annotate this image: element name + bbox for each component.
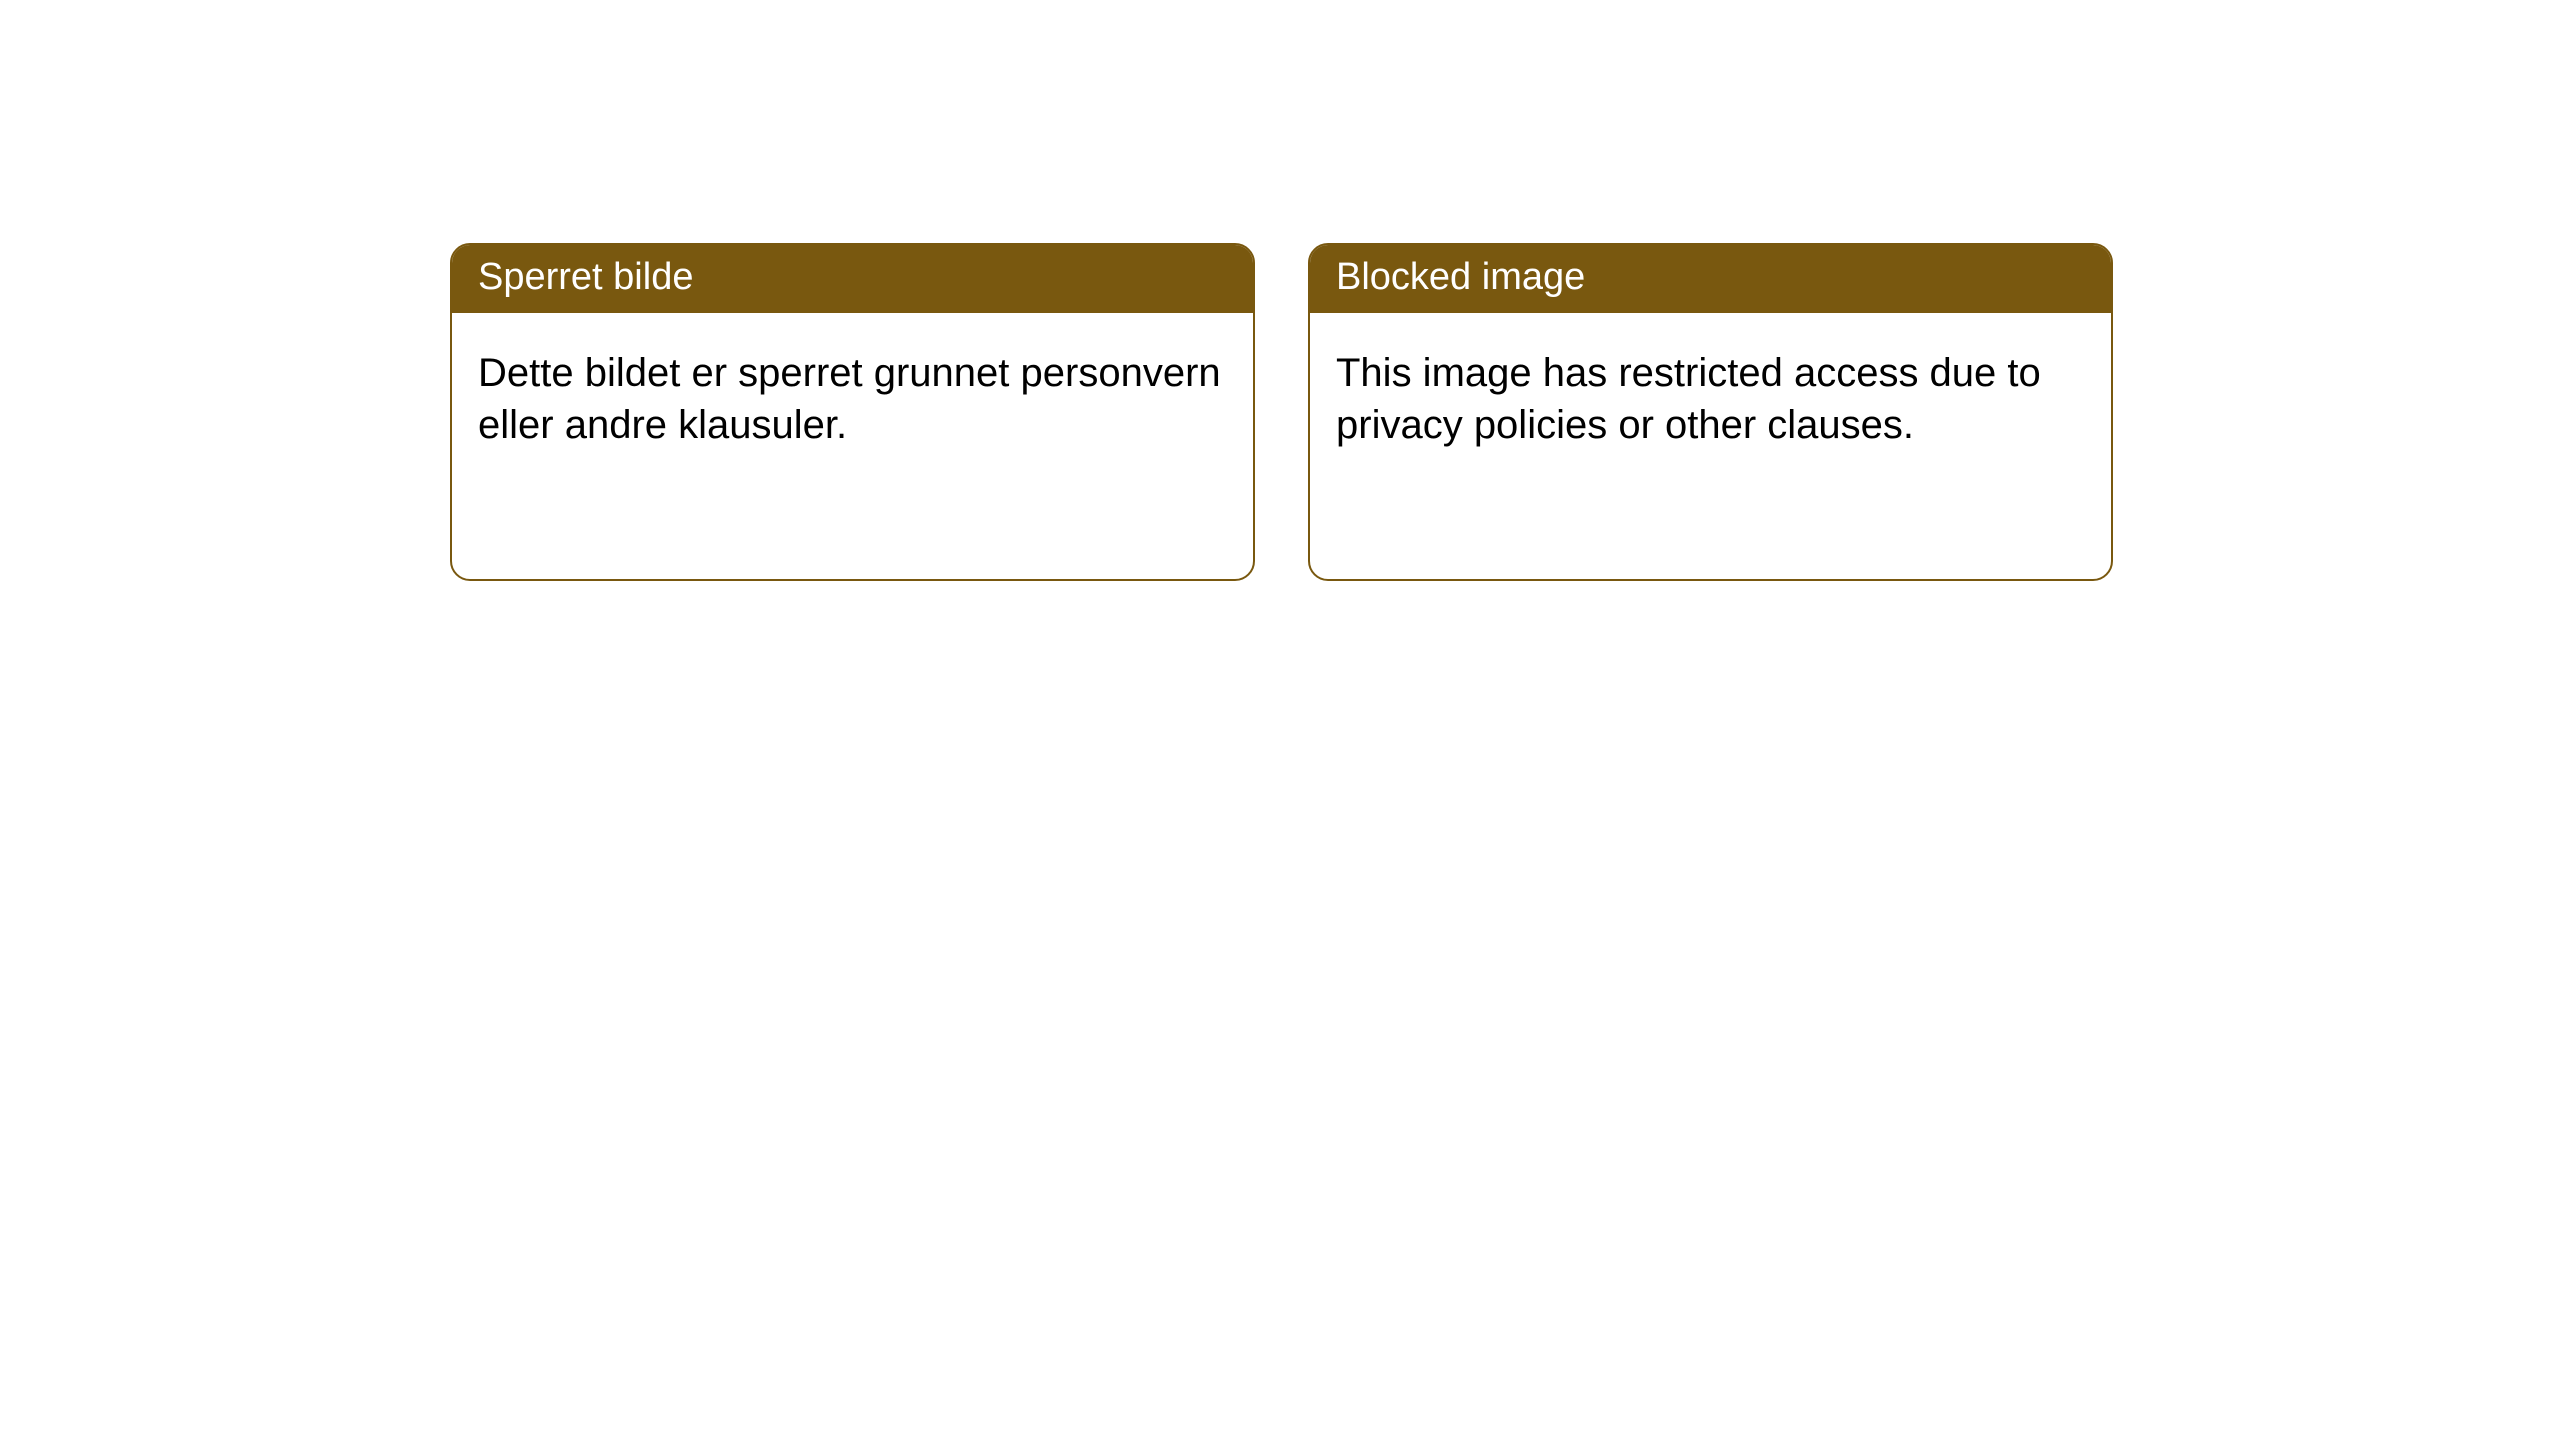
notice-body-en: This image has restricted access due to … [1310, 313, 2111, 487]
notice-body-no: Dette bildet er sperret grunnet personve… [452, 313, 1253, 487]
notice-container: Sperret bilde Dette bildet er sperret gr… [0, 0, 2560, 581]
notice-card-en: Blocked image This image has restricted … [1308, 243, 2113, 581]
notice-card-no: Sperret bilde Dette bildet er sperret gr… [450, 243, 1255, 581]
notice-title-no: Sperret bilde [452, 245, 1253, 313]
notice-title-en: Blocked image [1310, 245, 2111, 313]
